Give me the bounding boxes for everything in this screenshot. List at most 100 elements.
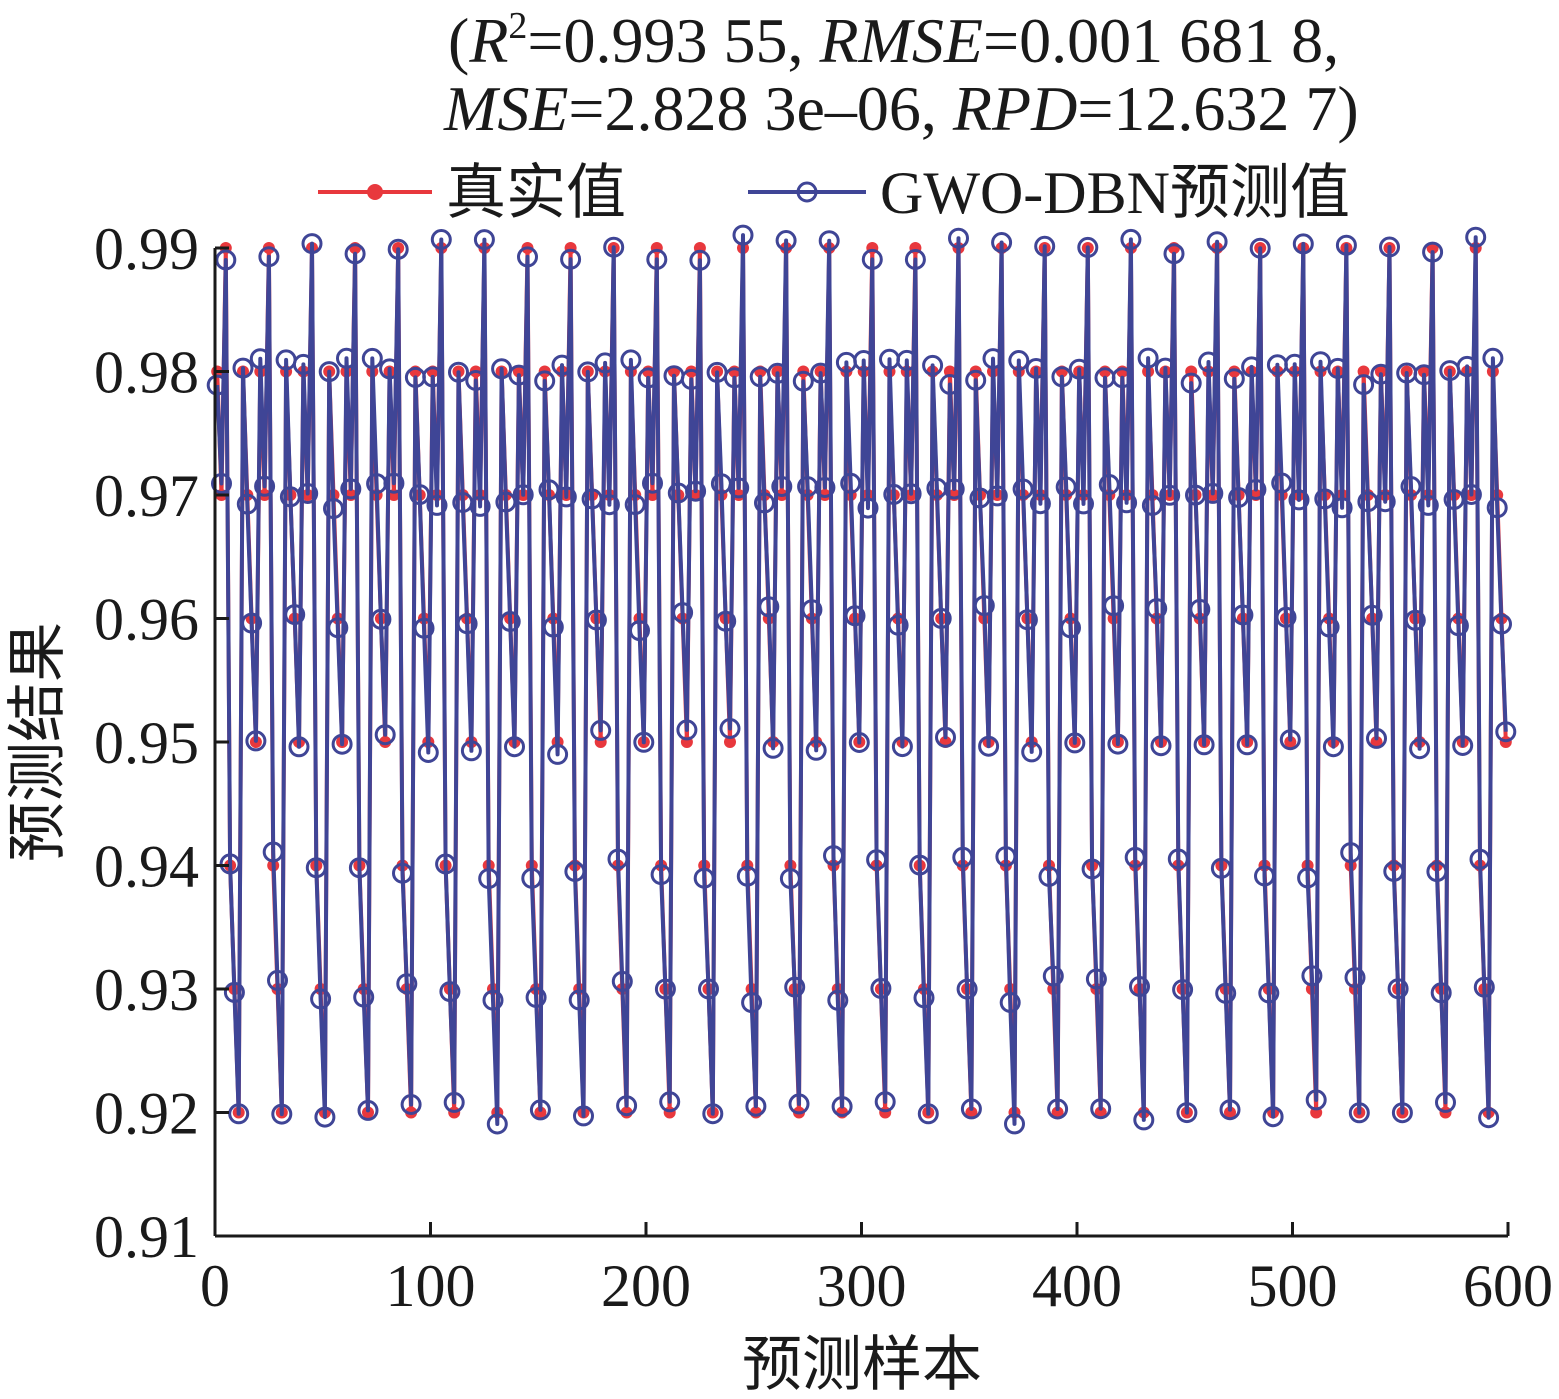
predicted-value-point	[435, 853, 457, 875]
predicted-value-point	[573, 1105, 594, 1127]
true-value-point	[724, 736, 736, 748]
predicted-value-point	[1379, 236, 1400, 258]
predicted-value-point	[1245, 479, 1267, 500]
predicted-value-point	[1391, 1102, 1413, 1124]
y-tick-label: 0.97	[94, 463, 199, 529]
predicted-value-point	[215, 249, 237, 271]
legend-true-label: 真实值	[446, 160, 626, 226]
predicted-value-point	[1279, 729, 1301, 751]
true-value-point	[732, 489, 745, 501]
predicted-value-point	[1103, 595, 1125, 617]
predicted-value-point	[1180, 372, 1202, 394]
predicted-value-point	[866, 849, 888, 871]
x-ticks: 0 100 200 300 400 500 600	[200, 1222, 1553, 1319]
true-value-point	[1374, 365, 1387, 378]
predicted-value-point	[758, 596, 780, 618]
predicted-value-point	[374, 724, 396, 746]
predicted-value-point	[1025, 358, 1047, 379]
predicted-value-point	[642, 472, 663, 494]
predicted-value-point	[284, 604, 306, 626]
predicted-value-point	[741, 992, 763, 1014]
predicted-value-point	[1021, 741, 1043, 763]
predicted-value-point	[495, 491, 517, 513]
x-tick-label: 0	[200, 1253, 230, 1319]
predicted-value-point	[995, 846, 1017, 868]
predicted-value-point	[564, 861, 586, 882]
predicted-value-point	[517, 246, 538, 268]
predicted-value-point	[818, 230, 840, 252]
predicted-value-point	[1223, 368, 1245, 390]
y-tick-label: 0.92	[94, 1081, 199, 1147]
predicted-value-point	[301, 233, 323, 255]
predicted-value-point	[1383, 860, 1405, 882]
predicted-value-point	[331, 733, 353, 755]
predicted-value-point	[1482, 347, 1504, 369]
x-tick-label: 500	[1248, 1253, 1338, 1319]
predicted-value-point	[1348, 1102, 1370, 1124]
predicted-value-point	[1219, 1099, 1241, 1121]
predicted-value-point	[1284, 353, 1306, 375]
predicted-value-point	[1150, 735, 1172, 757]
predicted-value-point	[1374, 491, 1396, 513]
predicted-value-point	[370, 608, 392, 630]
predicted-value-point	[754, 492, 775, 514]
true-value-point	[1094, 1106, 1107, 1119]
predicted-value-point	[383, 472, 405, 494]
predicted-value-point	[241, 612, 263, 634]
y-tick-label: 0.99	[94, 216, 199, 282]
predicted-value-point	[861, 248, 883, 270]
predicted-value-point	[676, 719, 698, 741]
predicted-value-point	[542, 616, 564, 638]
legend: 真实值 GWO-DBN预测值	[318, 160, 1350, 226]
predicted-value-point	[400, 1094, 422, 1115]
predicted-value-point	[460, 740, 482, 762]
predicted-value-point	[534, 370, 556, 392]
predicted-value-point	[1202, 482, 1224, 504]
predicted-value-point	[1413, 364, 1435, 386]
predicted-value-point	[745, 1095, 767, 1117]
predicted-value-point	[1111, 367, 1133, 389]
predicted-value-point	[1154, 357, 1176, 379]
predicted-value-point	[353, 986, 375, 1008]
predicted-value-point	[1008, 350, 1030, 371]
predicted-value-point	[1404, 609, 1426, 631]
predicted-value-point	[387, 238, 409, 260]
x-tick-label: 400	[1032, 1253, 1122, 1319]
predicted-value-point	[1068, 358, 1090, 380]
x-tick-label: 300	[817, 1253, 907, 1319]
predicted-value-point	[1124, 846, 1146, 868]
predicted-value-point	[439, 981, 461, 1003]
predicted-value-point	[728, 477, 750, 499]
legend-pred-marker	[796, 181, 818, 203]
predicted-value-point	[952, 846, 974, 868]
predicted-value-point	[913, 987, 935, 1009]
predicted-value-point	[469, 495, 491, 517]
predicted-value-point	[1029, 493, 1051, 515]
predicted-value-point	[422, 366, 444, 388]
x-axis-label: 预测样本	[742, 1332, 982, 1398]
predicted-value-point	[1232, 604, 1254, 626]
y-tick-label: 0.91	[94, 1204, 199, 1270]
predicted-value-point	[1322, 736, 1344, 758]
predicted-value-point	[1141, 495, 1163, 516]
true-value-point	[1228, 365, 1241, 378]
predicted-value-point	[1318, 616, 1340, 638]
predicted-value-point	[840, 472, 862, 494]
predicted-value-point	[232, 357, 254, 379]
predicted-value-point	[1486, 497, 1508, 519]
predicted-value-point	[1301, 965, 1323, 987]
predicted-value-point	[1327, 357, 1349, 379]
predicted-value-point	[973, 595, 995, 617]
predicted-value-point	[262, 841, 284, 863]
predicted-value-point	[831, 1096, 853, 1117]
true-value-point	[1370, 736, 1383, 748]
predicted-value-point	[426, 494, 448, 516]
predicted-value-point	[1249, 237, 1271, 259]
predicted-value-point	[917, 1103, 939, 1125]
predicted-value-point	[874, 1091, 896, 1113]
predicted-value-point	[1163, 243, 1185, 265]
mse-label: MSE	[443, 73, 568, 144]
predicted-value-point	[529, 1099, 551, 1121]
r2-sup: 2	[508, 5, 527, 47]
predicted-value-point	[254, 475, 276, 497]
